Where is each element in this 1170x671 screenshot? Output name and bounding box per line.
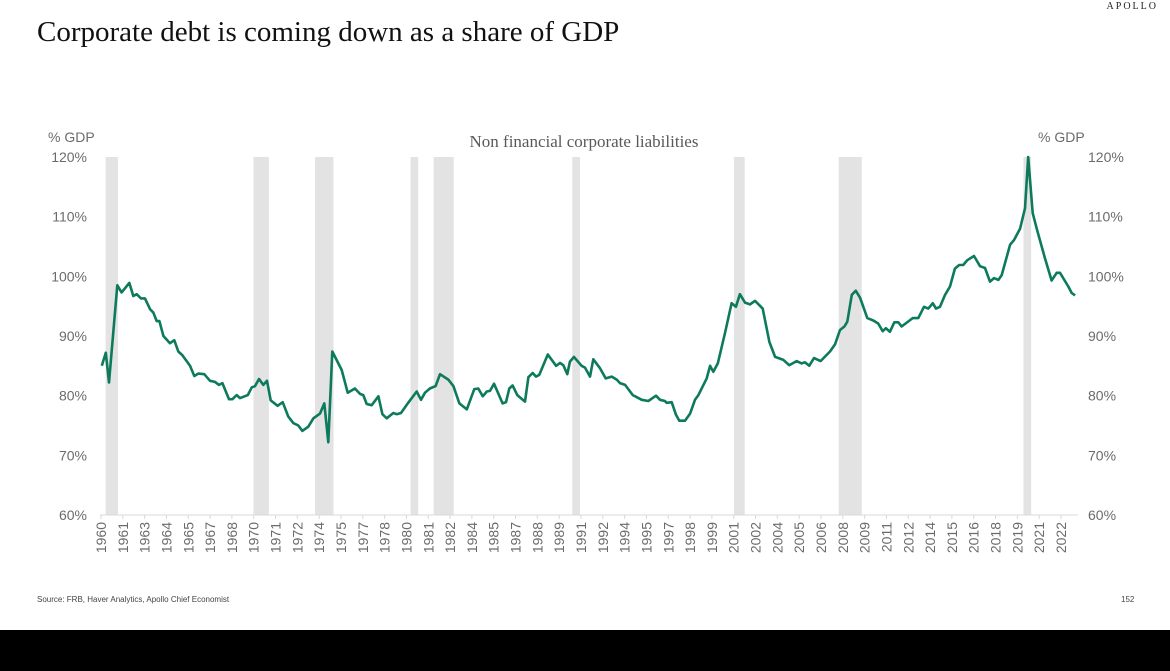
x-tick-label: 1989: [551, 522, 567, 553]
x-tick-label: 1977: [355, 522, 371, 553]
x-tick-label: 2011: [878, 522, 894, 552]
x-tick-label: 2014: [922, 522, 938, 553]
x-tick-label: 2015: [944, 522, 960, 553]
recession-band: [433, 157, 454, 515]
recession-band: [410, 157, 419, 515]
x-tick-label: 2018: [988, 522, 1004, 553]
x-tick-label: 1964: [158, 522, 174, 553]
x-tick-label: 1975: [333, 522, 349, 553]
x-tick-label: 1965: [180, 522, 196, 553]
x-tick-label: 1963: [137, 522, 153, 553]
x-tick-label: 1971: [268, 522, 284, 553]
x-tick-label: 1967: [202, 522, 218, 553]
x-tick-label: 1987: [508, 522, 524, 553]
x-tick-label: 1984: [464, 522, 480, 553]
x-tick-label: 1999: [704, 522, 720, 553]
x-tick-label: 2006: [813, 522, 829, 553]
recession-bands: [105, 157, 1032, 515]
y-ticks: 60% 60% 70% 70% 80% 80% 90% 90% 100% 100% 110% 110%…: [51, 149, 1124, 523]
apollo-logo: APOLLO: [1106, 1, 1158, 12]
x-tick-label: 1968: [224, 522, 240, 553]
x-tick-label: 2004: [769, 522, 785, 553]
x-tick-label: 1995: [638, 522, 654, 553]
x-tick-label: 1991: [573, 522, 589, 553]
chart-title: Non financial corporate liabilities: [470, 132, 699, 151]
page-number: 152: [1121, 595, 1135, 604]
x-tick-label: 2019: [1009, 522, 1025, 553]
x-tick-label: 2005: [791, 522, 807, 553]
recession-band: [838, 157, 862, 515]
x-tick-label: 1980: [398, 522, 414, 553]
x-tick-label: 2016: [966, 522, 982, 553]
y-tick-label-left: 90%: [59, 328, 87, 344]
x-tick-label: 1974: [311, 522, 327, 553]
x-tick-label: 1985: [486, 522, 502, 553]
y-tick-label-right: 80%: [1088, 388, 1116, 404]
source-note: Source: FRB, Haver Analytics, Apollo Chi…: [37, 595, 230, 604]
slide-title: Corporate debt is coming down as a share…: [37, 16, 620, 48]
series-line: [100, 155, 1076, 444]
x-ticks: 1960 1961 1963 1964 1965 1967 1968 1970 1971 1972…: [93, 515, 1069, 553]
y-tick-label-left: 60%: [59, 507, 87, 523]
x-tick-label: 1988: [529, 522, 545, 553]
y-axis-label-left: % GDP: [48, 129, 95, 145]
x-tick-label: 2021: [1031, 522, 1047, 553]
y-tick-label-left: 70%: [59, 447, 87, 463]
x-tick-label: 1970: [246, 522, 262, 553]
slide: APOLLO Corporate debt is coming down as …: [0, 0, 1170, 630]
y-axis-label-right: % GDP: [1038, 129, 1085, 145]
x-tick-label: 1997: [660, 522, 676, 553]
y-tick-label-left: 120%: [51, 149, 87, 165]
recession-band: [572, 157, 580, 515]
y-tick-label-right: 100%: [1088, 268, 1124, 284]
y-tick-label-right: 60%: [1088, 507, 1116, 523]
x-tick-label: 1994: [617, 522, 633, 553]
x-tick-label: 1982: [442, 522, 458, 553]
y-tick-label-right: 120%: [1088, 149, 1124, 165]
recession-band: [315, 157, 334, 515]
y-tick-label-right: 90%: [1088, 328, 1116, 344]
y-tick-label-left: 100%: [51, 268, 87, 284]
line-chart: Non financial corporate liabilities % GD…: [48, 129, 1124, 553]
y-tick-label-right: 70%: [1088, 447, 1116, 463]
x-tick-label: 2001: [726, 522, 742, 553]
x-tick-label: 1978: [377, 522, 393, 553]
x-tick-label: 2008: [835, 522, 851, 553]
recession-band: [253, 157, 269, 515]
x-tick-label: 1998: [682, 522, 698, 553]
x-tick-label: 2002: [748, 522, 764, 553]
recession-band: [1023, 157, 1032, 515]
x-tick-label: 1972: [289, 522, 305, 553]
y-tick-label-right: 110%: [1088, 209, 1123, 225]
x-tick-label: 1960: [93, 522, 109, 553]
y-tick-label-left: 110%: [52, 209, 87, 225]
x-tick-label: 2012: [900, 522, 916, 553]
recession-band: [733, 157, 745, 515]
x-tick-label: 2009: [857, 522, 873, 553]
x-tick-label: 1981: [420, 522, 436, 553]
x-tick-label: 2022: [1053, 522, 1069, 553]
y-tick-label-left: 80%: [59, 388, 87, 404]
x-tick-label: 1992: [595, 522, 611, 553]
x-tick-label: 1961: [115, 522, 131, 553]
